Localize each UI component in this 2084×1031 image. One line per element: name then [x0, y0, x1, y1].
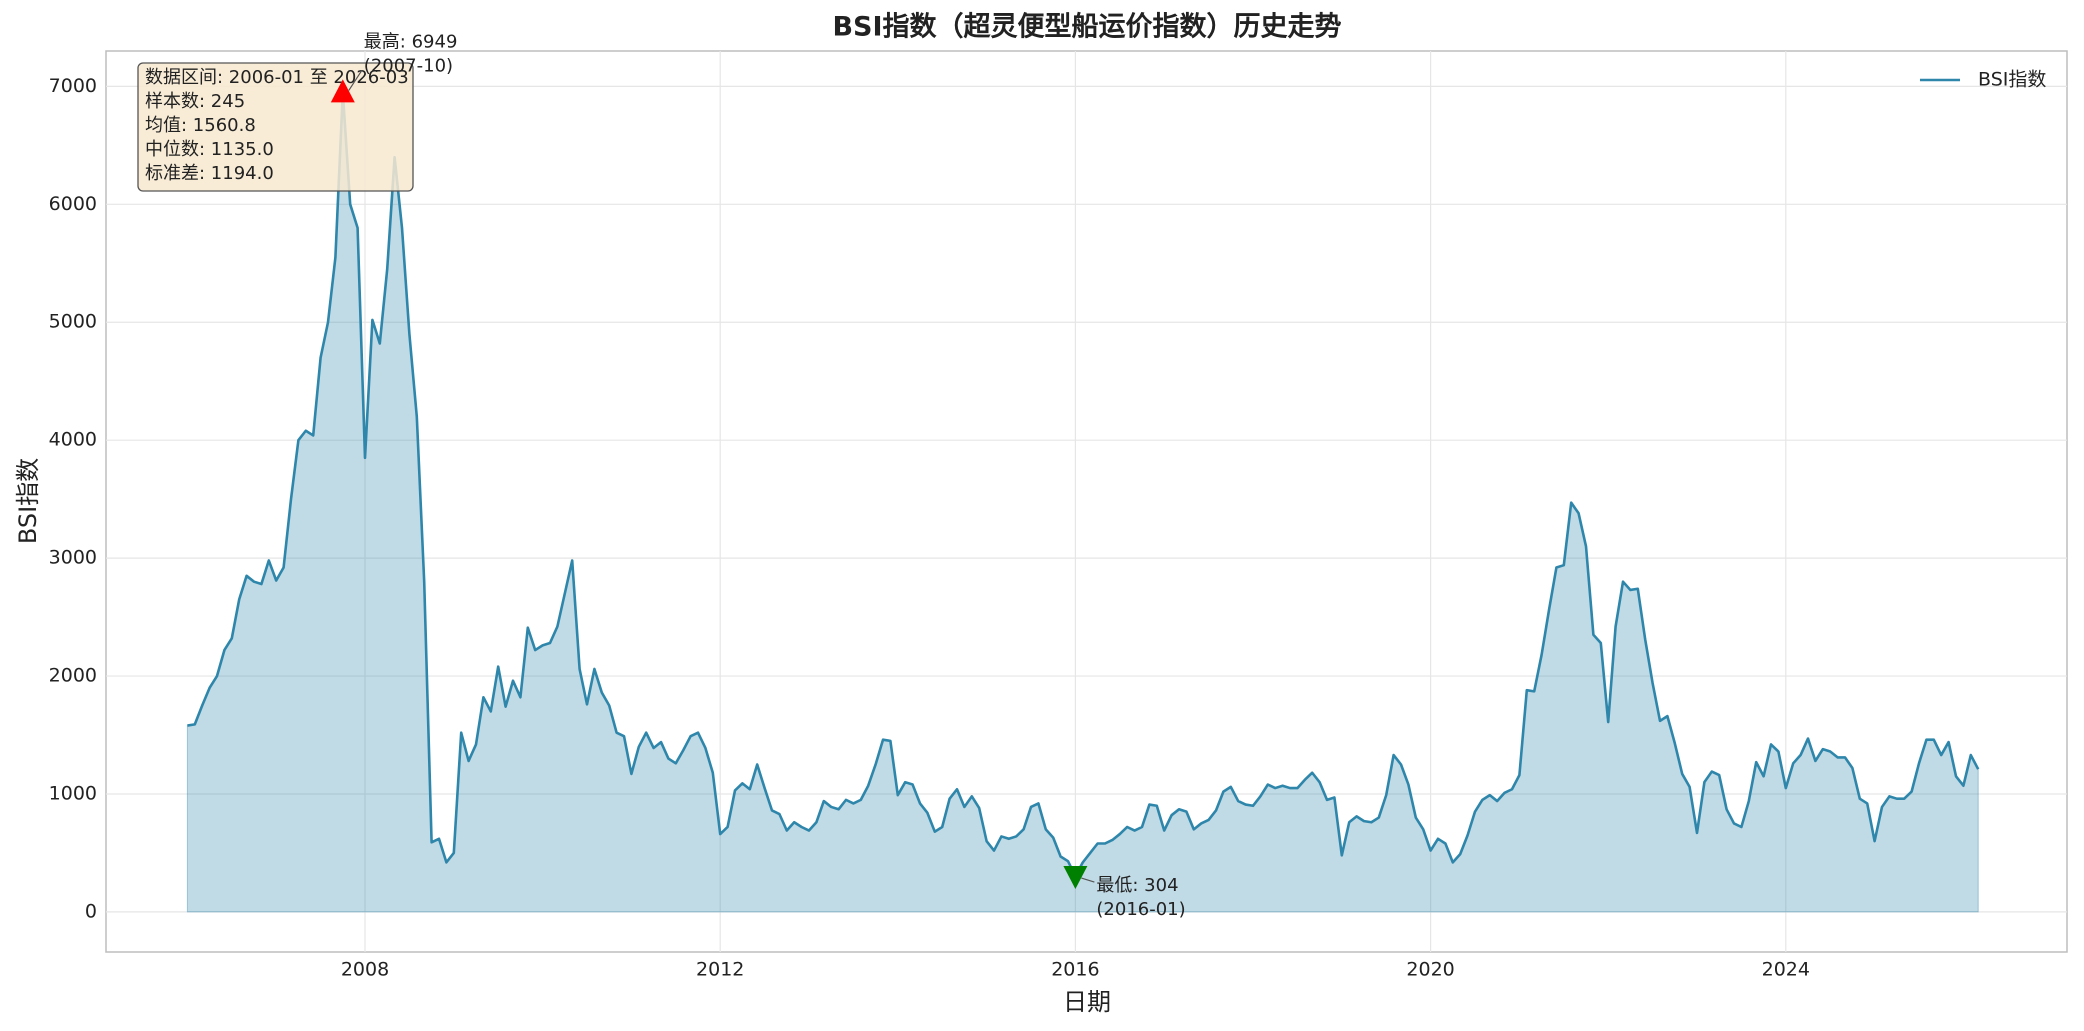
annotation-arrow — [348, 70, 363, 91]
annotation-text: 最高: 6949 — [364, 31, 458, 52]
annotation-text: 最低: 304 — [1096, 875, 1178, 896]
y-tick-label: 2000 — [49, 665, 97, 687]
y-tick-label: 3000 — [49, 547, 97, 569]
y-axis-label: BSI指数 — [14, 458, 42, 544]
extreme-marker — [1063, 866, 1088, 890]
y-tick-label: 0 — [85, 900, 97, 922]
extreme-marker — [330, 79, 355, 103]
annotation-text: (2007-10) — [364, 55, 453, 76]
y-tick-label: 4000 — [49, 429, 97, 451]
y-tick-label: 6000 — [49, 193, 97, 215]
stats-line: 标准差: 1194.0 — [145, 163, 274, 184]
annotation-arrow — [1081, 877, 1095, 883]
y-tick-label: 7000 — [49, 75, 97, 97]
y-tick-label: 5000 — [49, 311, 97, 333]
x-axis-label: 日期 — [1063, 988, 1111, 1016]
x-tick-label: 2012 — [696, 959, 744, 981]
x-tick-label: 2020 — [1406, 959, 1454, 981]
plot-frame — [105, 50, 2068, 953]
line — [187, 91, 1980, 878]
y-tick-label: 1000 — [49, 782, 97, 804]
stats-line: 中位数: 1135.0 — [145, 139, 274, 160]
stats-line: 样本数: 245 — [145, 91, 245, 112]
x-tick-label: 2024 — [1762, 959, 1810, 981]
x-tick-label: 2016 — [1051, 959, 1099, 981]
annotation-text: (2016-01) — [1096, 899, 1185, 920]
x-tick-label: 2008 — [341, 959, 389, 981]
chart-title: BSI指数（超灵便型船运价指数）历史走势 — [832, 11, 1341, 43]
stats-line: 均值: 1560.8 — [145, 115, 256, 136]
legend-label: BSI指数 — [1978, 69, 2046, 91]
